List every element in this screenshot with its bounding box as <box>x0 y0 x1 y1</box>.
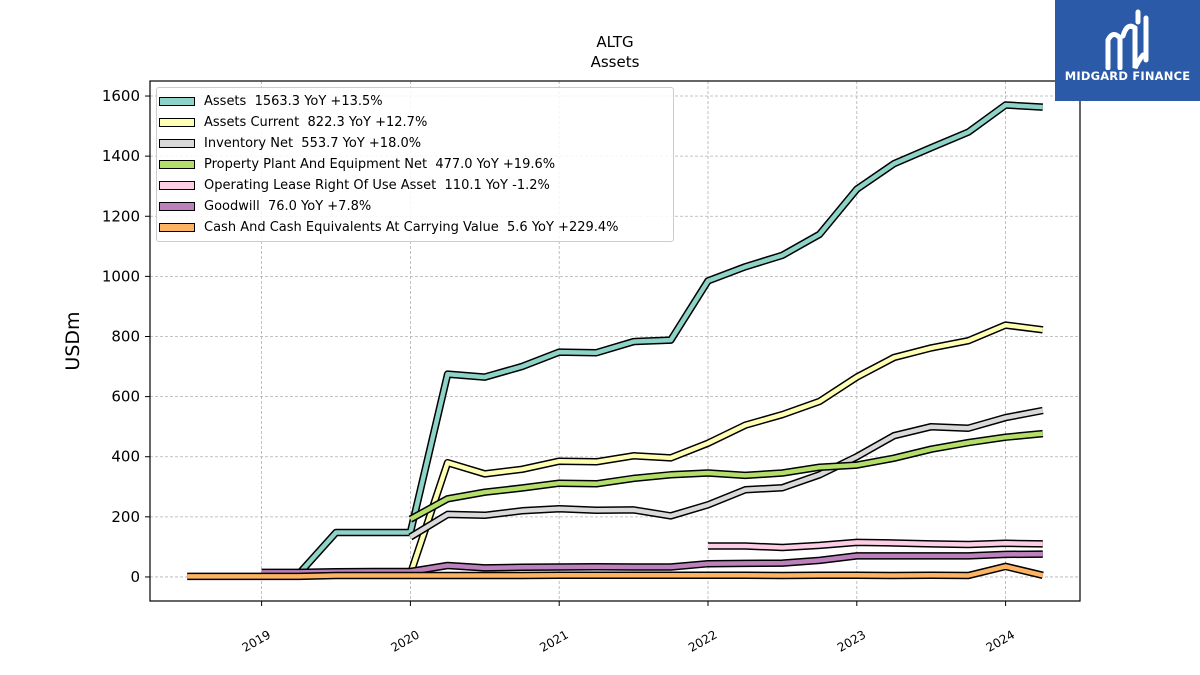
legend-item: Cash And Cash Equivalents At Carrying Va… <box>159 219 619 237</box>
series-line <box>261 551 1043 575</box>
x-tick-label: 2020 <box>388 627 421 654</box>
y-tick-label: 1400 <box>102 147 140 165</box>
series-line <box>708 540 1043 550</box>
legend-swatch <box>159 202 195 211</box>
series-5 <box>261 550 1043 577</box>
legend-swatch <box>159 180 195 190</box>
y-tick-label: 0 <box>130 568 140 586</box>
legend: Assets 1563.3 YoY +13.5% Assets Current 8… <box>156 87 674 242</box>
y-axis: 0 200 400 600 800 1000 1200 1400 1600 <box>102 87 150 586</box>
legend-label: Cash And Cash Equivalents At Carrying Va… <box>204 220 619 236</box>
x-axis: 2019 2020 2021 2022 2023 2024 <box>240 601 1017 655</box>
series-0 <box>261 101 1044 578</box>
y-tick-label: 1600 <box>102 87 140 105</box>
series-1 <box>406 321 1044 576</box>
y-tick-label: 200 <box>111 508 140 526</box>
legend-label: Inventory Net 553.7 YoY +18.0% <box>204 135 422 151</box>
series-4 <box>708 538 1043 552</box>
legend-item: Assets 1563.3 YoY +13.5% <box>159 92 383 110</box>
x-tick-label: 2019 <box>240 627 273 654</box>
chart-title: ALTG <box>596 33 634 51</box>
y-tick-label: 400 <box>111 448 140 466</box>
chart-subtitle: Assets <box>590 53 640 71</box>
legend-label: Assets 1563.3 YoY +13.5% <box>204 93 383 109</box>
series-lines <box>187 101 1044 581</box>
y-tick-label: 600 <box>111 388 140 406</box>
y-tick-label: 1000 <box>102 267 140 285</box>
legend-label: Goodwill 76.0 YoY +7.8% <box>204 199 372 214</box>
legend-swatch <box>159 117 195 127</box>
x-tick-label: 2024 <box>984 627 1017 654</box>
series-line <box>408 322 1044 575</box>
x-tick-label: 2021 <box>537 627 570 654</box>
legend-label: Assets Current 822.3 YoY +12.7% <box>204 114 428 130</box>
legend-item: Assets Current 822.3 YoY +12.7% <box>159 113 427 131</box>
legend-item: Goodwill 76.0 YoY +7.8% <box>159 198 371 216</box>
brand-logo-mark <box>1105 9 1149 70</box>
legend-swatch <box>159 159 195 169</box>
series-line <box>409 431 1044 522</box>
x-tick-label: 2022 <box>686 627 719 654</box>
series-line <box>409 408 1044 539</box>
legend-item: Property Plant And Equipment Net 477.0 Y… <box>159 155 555 173</box>
series-6 <box>187 562 1044 581</box>
legend-item: Inventory Net 553.7 YoY +18.0% <box>159 134 421 152</box>
x-tick-label: 2023 <box>835 627 868 654</box>
series-line <box>187 564 1044 579</box>
plot-frame <box>149 80 1081 602</box>
y-axis-label: USDm <box>62 311 84 370</box>
legend-swatch <box>159 138 195 148</box>
brand-name: MIDGARD FINANCE <box>1064 69 1191 83</box>
y-tick-label: 1200 <box>102 207 140 225</box>
legend-label: Operating Lease Right Of Use Asset 110.1… <box>204 177 550 193</box>
y-tick-label: 800 <box>111 327 140 345</box>
series-3 <box>408 429 1044 523</box>
series-2 <box>408 406 1044 541</box>
brand-logo: MIDGARD FINANCE <box>1055 0 1200 101</box>
legend-swatch <box>159 223 195 233</box>
series-line <box>261 102 1043 577</box>
legend-label: Property Plant And Equipment Net 477.0 Y… <box>204 156 556 172</box>
legend-swatch <box>159 96 195 106</box>
legend-item: Operating Lease Right Of Use Asset 110.1… <box>159 176 550 194</box>
